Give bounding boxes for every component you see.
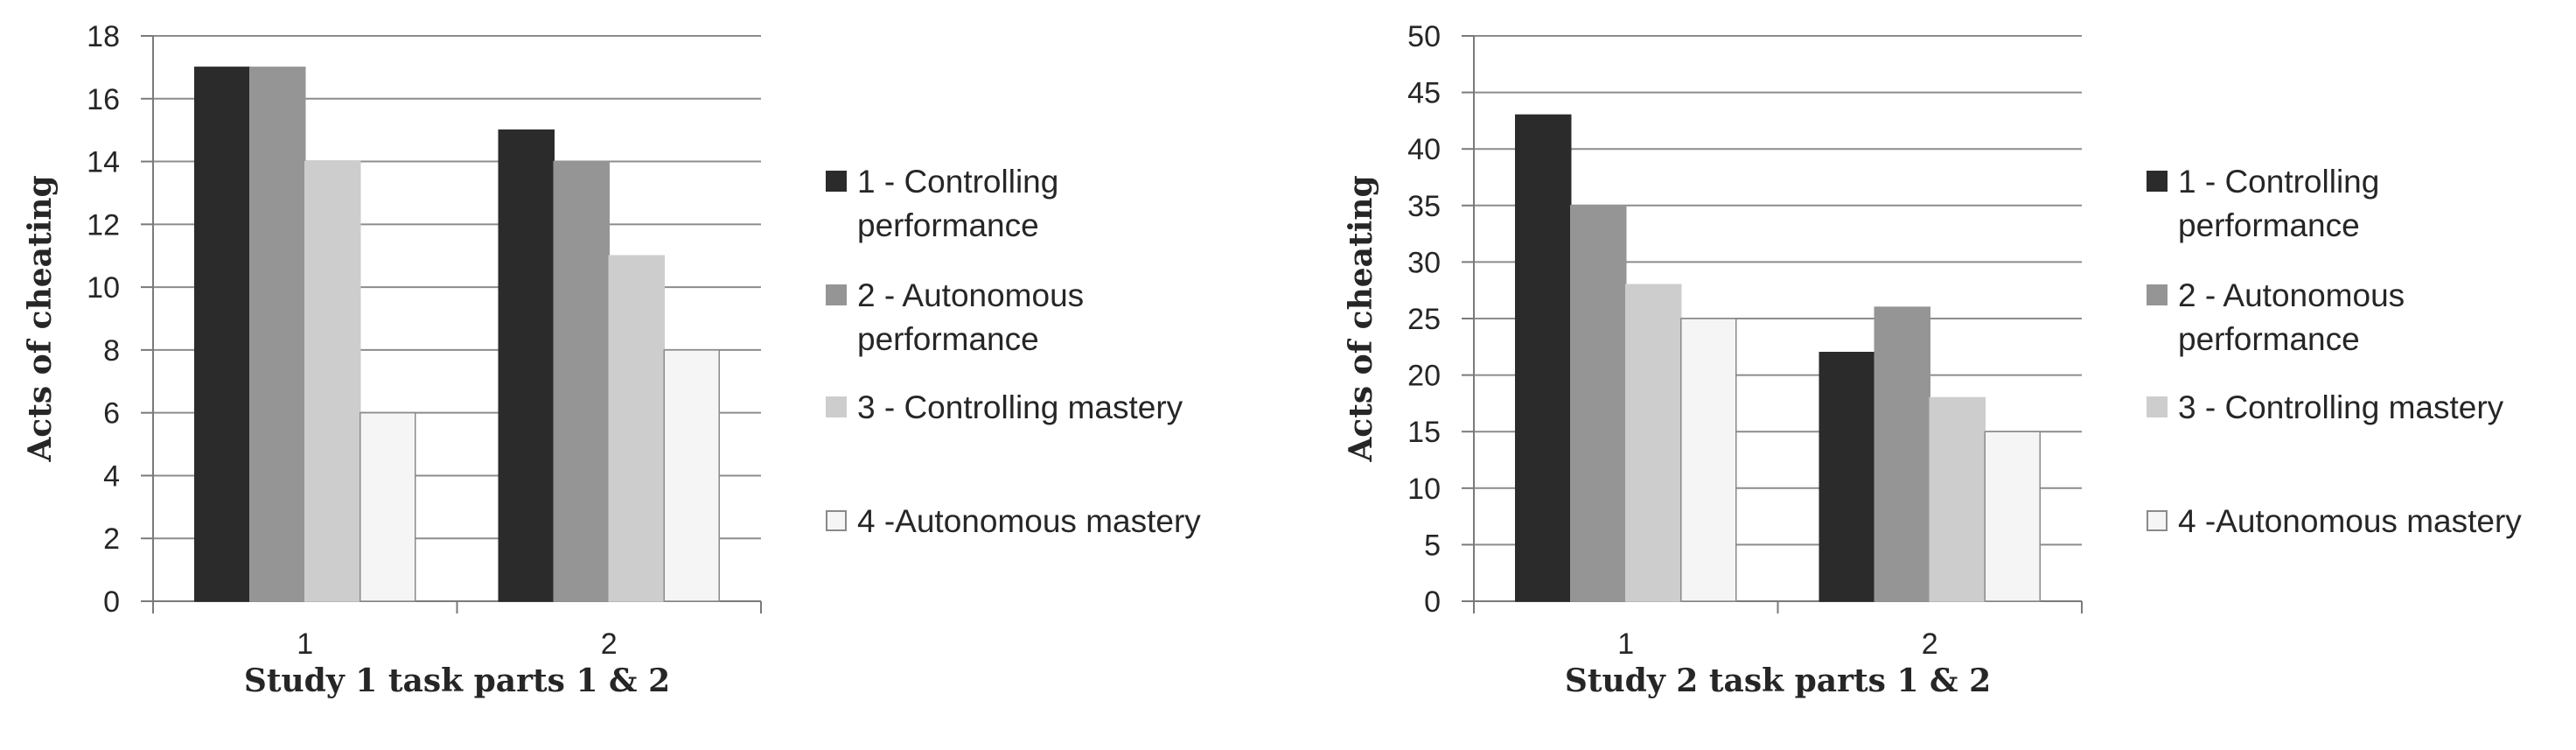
y-tick-label: 6 xyxy=(103,397,120,431)
legend-swatch-series-2 xyxy=(2147,284,2168,305)
y-tick-label: 8 xyxy=(103,334,120,368)
y-axis-title: Acts of cheating xyxy=(22,175,59,462)
bar-series-4-cat-2 xyxy=(1984,431,2041,602)
x-tick-label: 1 xyxy=(297,627,313,661)
legend-label: 4 -Autonomous mastery xyxy=(857,503,1201,539)
legend-label: performance xyxy=(857,321,1039,357)
bar-series-2-cat-2 xyxy=(553,160,610,602)
legend-label: 3 - Controlling mastery xyxy=(2178,389,2504,425)
legend-swatch-series-2 xyxy=(826,284,847,305)
legend-label: 2 - Autonomous xyxy=(857,277,1084,313)
legend-swatch-series-3 xyxy=(826,396,847,417)
bar-series-1-cat-2 xyxy=(498,129,555,602)
y-tick-label: 45 xyxy=(1407,77,1441,110)
x-axis-title: Study 2 task parts 1 & 2 xyxy=(1565,662,1991,699)
y-tick-label: 0 xyxy=(1424,585,1441,619)
legend-label: 2 - Autonomous xyxy=(2178,277,2405,313)
bar-series-1-cat-1 xyxy=(194,67,251,602)
x-tick-label: 2 xyxy=(1922,627,1938,661)
y-axis-title: Acts of cheating xyxy=(1343,175,1379,462)
y-tick-label: 25 xyxy=(1407,303,1441,336)
legend-swatch-series-1 xyxy=(826,171,847,192)
legend-swatch-series-4 xyxy=(826,510,847,531)
y-tick-label: 40 xyxy=(1407,133,1441,166)
bar-series-3-cat-2 xyxy=(608,255,665,602)
legend-label: 1 - Controlling xyxy=(857,164,1058,200)
y-tick-label: 30 xyxy=(1407,246,1441,279)
y-tick-label: 50 xyxy=(1407,20,1441,53)
bar-series-2-cat-2 xyxy=(1874,306,1930,602)
y-tick-label: 2 xyxy=(103,522,120,556)
legend: 1 - Controlling performance 2 - Autonomous… xyxy=(826,164,1201,539)
legend-label: performance xyxy=(2178,207,2360,243)
x-tick-label: 2 xyxy=(601,627,618,661)
y-tick-label: 16 xyxy=(87,83,120,116)
x-tick-label: 1 xyxy=(1617,627,1634,661)
bar-series-4-cat-1 xyxy=(360,411,416,602)
bar-series-2-cat-1 xyxy=(1570,205,1627,602)
y-tick-label: 14 xyxy=(87,146,120,179)
legend: 1 - Controlling performance 2 - Autonomous… xyxy=(2147,164,2522,539)
legend-label: performance xyxy=(857,207,1039,243)
legend-label: performance xyxy=(2178,321,2360,357)
bar-series-4-cat-2 xyxy=(663,349,720,602)
y-tick-label: 10 xyxy=(87,271,120,305)
y-tick-label: 12 xyxy=(87,208,120,242)
bar-series-3-cat-1 xyxy=(1625,284,1682,602)
bar-series-2-cat-1 xyxy=(249,67,306,602)
bar-series-4-cat-1 xyxy=(1680,318,1737,602)
legend-swatch-series-1 xyxy=(2147,171,2168,192)
chart-2: 0 5 10 15 20 25 30 35 40 45 50 1 2 Acts of cheating St… xyxy=(1343,20,2522,699)
bar-series-3-cat-2 xyxy=(1929,396,1986,602)
legend-label: 4 -Autonomous mastery xyxy=(2178,503,2522,539)
y-tick-label: 15 xyxy=(1407,416,1441,449)
x-axis-title: Study 1 task parts 1 & 2 xyxy=(244,662,670,699)
legend-swatch-series-3 xyxy=(2147,396,2168,417)
y-tick-label: 35 xyxy=(1407,190,1441,223)
bar-series-3-cat-1 xyxy=(304,160,361,602)
y-tick-label: 10 xyxy=(1407,473,1441,506)
legend-label: 3 - Controlling mastery xyxy=(857,389,1183,425)
y-tick-label: 4 xyxy=(103,459,120,493)
bar-series-1-cat-1 xyxy=(1515,114,1572,602)
bar-series-1-cat-2 xyxy=(1819,352,1875,602)
legend-swatch-series-4 xyxy=(2147,510,2168,531)
y-tick-label: 18 xyxy=(87,20,120,53)
y-tick-label: 5 xyxy=(1424,529,1441,562)
legend-label: 1 - Controlling xyxy=(2178,164,2379,200)
y-tick-label: 20 xyxy=(1407,360,1441,393)
y-tick-label: 0 xyxy=(103,585,120,619)
